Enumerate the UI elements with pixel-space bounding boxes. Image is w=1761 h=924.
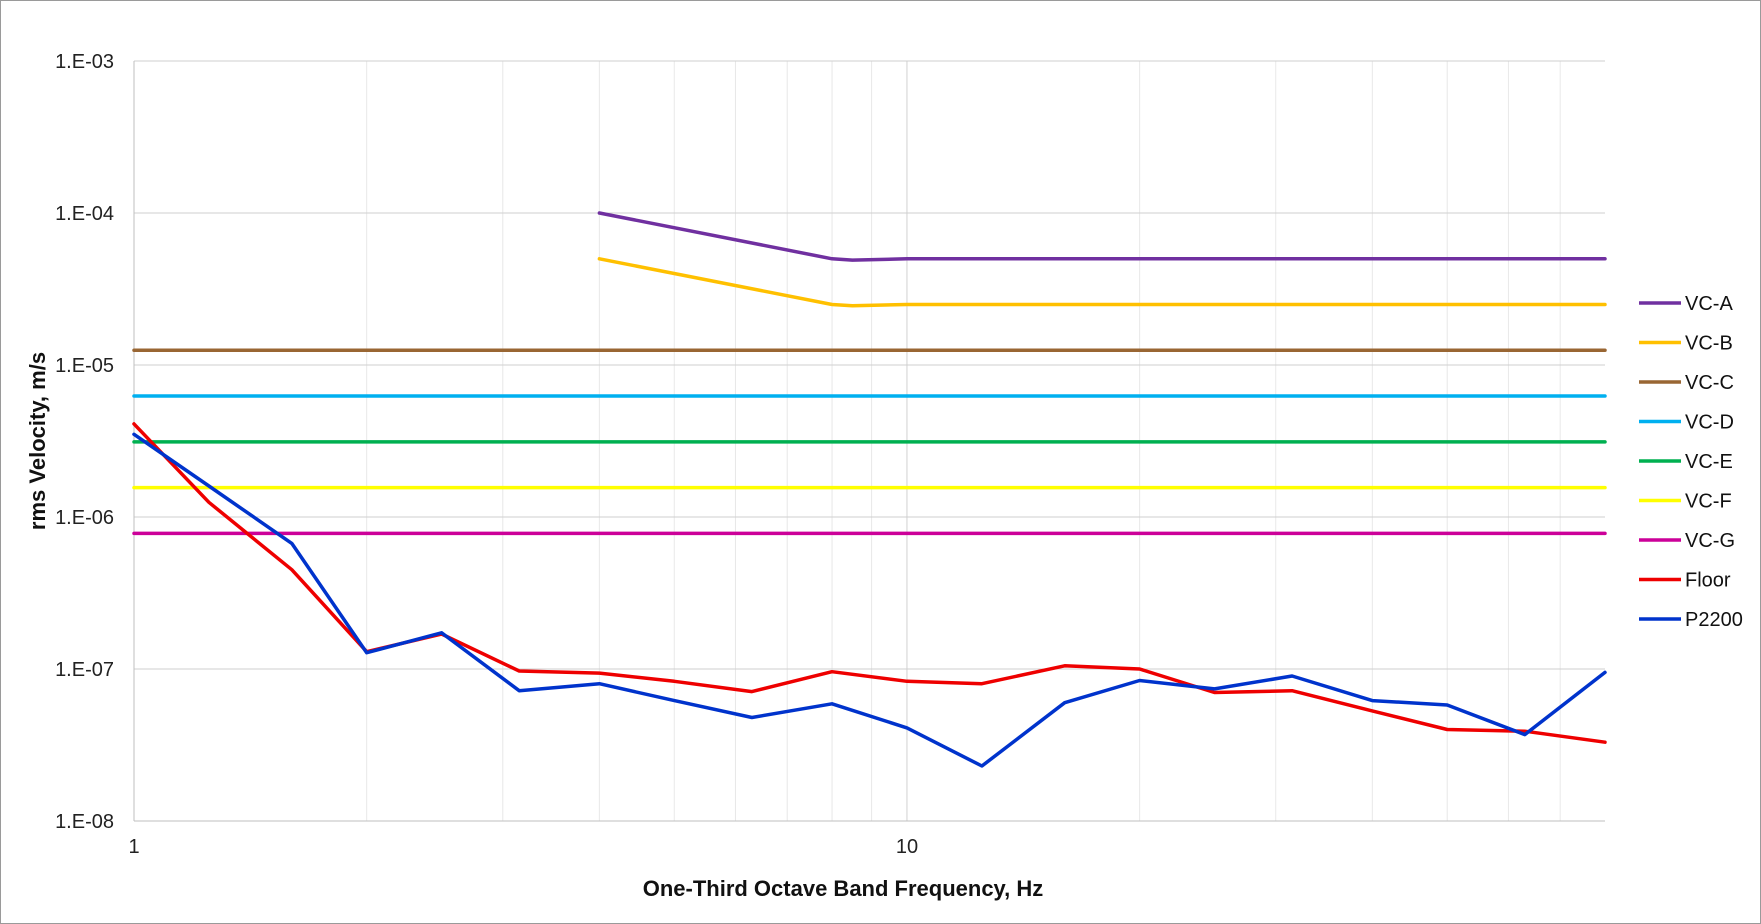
- x-tick-label: 10: [896, 836, 918, 858]
- y-tick-label: 1.E-05: [55, 355, 114, 377]
- legend-item-p2200: P2200: [1639, 609, 1743, 631]
- y-tick-label: 1.E-06: [55, 507, 114, 529]
- series-line-floor: [132, 422, 1607, 744]
- legend-item-vc-b: VC-B: [1639, 333, 1733, 355]
- legend-item-vc-a: VC-A: [1639, 293, 1733, 315]
- y-tick-label: 1.E-07: [55, 659, 114, 681]
- legend-label: VC-B: [1685, 333, 1733, 355]
- x-tick-label: 1: [128, 836, 139, 858]
- y-tick-label: 1.E-03: [55, 51, 114, 73]
- legend-label: VC-E: [1685, 451, 1733, 473]
- legend-item-vc-f: VC-F: [1639, 491, 1732, 513]
- y-axis-title: rms Velocity, m/s: [25, 352, 50, 530]
- y-tick-label: 1.E-04: [55, 203, 114, 225]
- legend: VC-A VC-B VC-C VC-D VC-E VC-F VC-G Floor P2200: [1639, 293, 1743, 631]
- legend-item-vc-d: VC-D: [1639, 412, 1734, 434]
- legend-label: VC-G: [1685, 530, 1735, 552]
- legend-label: VC-A: [1685, 293, 1733, 315]
- legend-label: VC-C: [1685, 372, 1734, 394]
- tick-layer: 1 10 1.E-08 1.E-07 1.E-06 1.E-05 1.E-04 1.E-03: [55, 51, 918, 858]
- legend-item-floor: Floor: [1639, 570, 1731, 592]
- y-tick-label: 1.E-08: [55, 811, 114, 833]
- legend-label: P2200: [1685, 609, 1743, 631]
- legend-item-vc-g: VC-G: [1639, 530, 1735, 552]
- legend-item-vc-c: VC-C: [1639, 372, 1734, 394]
- legend-label: VC-D: [1685, 412, 1734, 434]
- series-layer: [132, 211, 1607, 768]
- series-line-vc-a: [597, 211, 1607, 262]
- legend-label: Floor: [1685, 570, 1731, 592]
- series-line-p2200: [132, 432, 1607, 768]
- x-axis-title: One-Third Octave Band Frequency, Hz: [643, 876, 1044, 901]
- legend-item-vc-e: VC-E: [1639, 451, 1733, 473]
- legend-label: VC-F: [1685, 491, 1732, 513]
- series-line-vc-b: [597, 257, 1607, 308]
